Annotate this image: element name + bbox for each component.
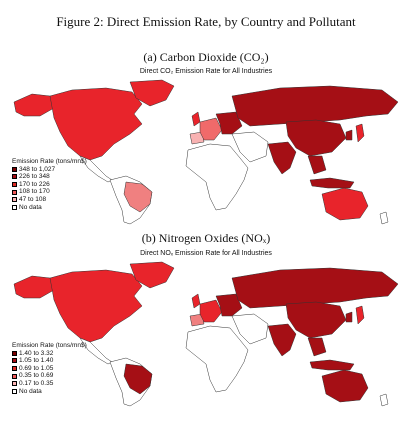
- region-indonesia: [309, 177, 355, 189]
- region-se-asia: [307, 155, 327, 175]
- legend-item: 108 to 170: [12, 188, 87, 196]
- legend-label: 0.35 to 0.69: [19, 372, 54, 380]
- legend-label: No data: [19, 387, 42, 395]
- legend-item: 0.69 to 1.05: [12, 365, 87, 373]
- legend-item: 348 to 1,027: [12, 166, 87, 174]
- legend-swatch: [12, 350, 17, 356]
- legend-label: 1.05 to 1.40: [19, 357, 54, 365]
- region-brazil: [123, 181, 153, 213]
- region-china: [285, 301, 347, 339]
- panel-a-heading: (a) Carbon Dioxide (CO₂): [143, 50, 269, 64]
- region-africa: [185, 143, 249, 211]
- region-iberia: [189, 313, 205, 327]
- legend-swatch: [12, 381, 17, 387]
- region-western-europe: [199, 117, 223, 141]
- region-india: [267, 323, 297, 357]
- region-korea: [345, 129, 353, 141]
- region-alaska: [13, 275, 55, 299]
- panel-b-map-title: Direct NOₓ Emission Rate for All Industr…: [140, 250, 272, 257]
- region-new-zealand: [379, 211, 389, 225]
- legend-label: 1.40 to 3.32: [19, 349, 54, 357]
- legend-item: 0.35 to 0.69: [12, 372, 87, 380]
- region-australia: [321, 369, 369, 403]
- legend-label: 108 to 170: [19, 188, 50, 196]
- region-indonesia: [309, 359, 355, 371]
- legend-swatch: [12, 166, 17, 172]
- region-western-europe: [199, 299, 223, 323]
- legend-label: 47 to 108: [19, 195, 47, 203]
- region-china: [285, 119, 347, 157]
- legend-swatch: [12, 373, 17, 379]
- panel-a-map-title: Direct CO₂ Emission Rate for All Industr…: [139, 68, 273, 75]
- region-russia: [231, 85, 399, 127]
- region-africa: [185, 325, 249, 393]
- region-australia: [321, 187, 369, 221]
- region-greenland: [129, 261, 175, 289]
- region-india: [267, 141, 297, 175]
- region-korea: [345, 311, 353, 323]
- co2-legend-title: Emission Rate (tons/mn$): [12, 158, 87, 165]
- region-north-america: [49, 87, 143, 161]
- region-brazil: [123, 363, 153, 395]
- panel-b-heading: (b) Nitrogen Oxides (NOₓ): [141, 231, 271, 245]
- legend-label: 348 to 1,027: [19, 165, 56, 173]
- legend-swatch: [12, 204, 17, 210]
- legend-item: 0.17 to 0.35: [12, 380, 87, 388]
- legend-swatch: [12, 189, 17, 195]
- legend-swatch: [12, 366, 17, 372]
- region-middle-east: [231, 131, 269, 163]
- legend-swatch: [12, 182, 17, 188]
- region-new-zealand: [379, 393, 389, 407]
- region-middle-east: [231, 313, 269, 345]
- region-se-asia: [307, 337, 327, 357]
- region-greenland: [129, 79, 175, 107]
- legend-swatch: [12, 388, 17, 394]
- region-russia: [231, 267, 399, 309]
- region-iberia: [189, 131, 205, 145]
- legend-item: 170 to 226: [12, 181, 87, 189]
- nox-legend: Emission Rate (tons/mn$) 1.40 to 3.32 1.0…: [12, 342, 87, 395]
- region-alaska: [13, 93, 55, 117]
- legend-item: 226 to 348: [12, 173, 87, 181]
- legend-item: 1.05 to 1.40: [12, 357, 87, 365]
- nox-legend-title: Emission Rate (tons/mn$): [12, 342, 87, 349]
- legend-swatch: [12, 174, 17, 180]
- legend-item: No data: [12, 204, 87, 212]
- legend-label: No data: [19, 203, 42, 211]
- legend-swatch: [12, 358, 17, 364]
- legend-label: 0.17 to 0.35: [19, 379, 54, 387]
- legend-swatch: [12, 197, 17, 203]
- nox-world-map: [13, 261, 399, 407]
- legend-item: 1.40 to 3.32: [12, 350, 87, 358]
- legend-label: 226 to 348: [19, 173, 50, 181]
- legend-label: 170 to 226: [19, 180, 50, 188]
- region-north-america: [49, 269, 143, 343]
- region-uk: [191, 111, 201, 127]
- figure-title: Figure 2: Direct Emission Rate, by Count…: [56, 14, 356, 29]
- co2-legend: Emission Rate (tons/mn$) 348 to 1,027 226…: [12, 158, 87, 211]
- legend-item: No data: [12, 388, 87, 396]
- region-japan: [355, 123, 365, 143]
- region-japan: [355, 305, 365, 325]
- region-uk: [191, 293, 201, 309]
- legend-label: 0.69 to 1.05: [19, 364, 54, 372]
- co2-world-map: [13, 79, 399, 225]
- legend-item: 47 to 108: [12, 196, 87, 204]
